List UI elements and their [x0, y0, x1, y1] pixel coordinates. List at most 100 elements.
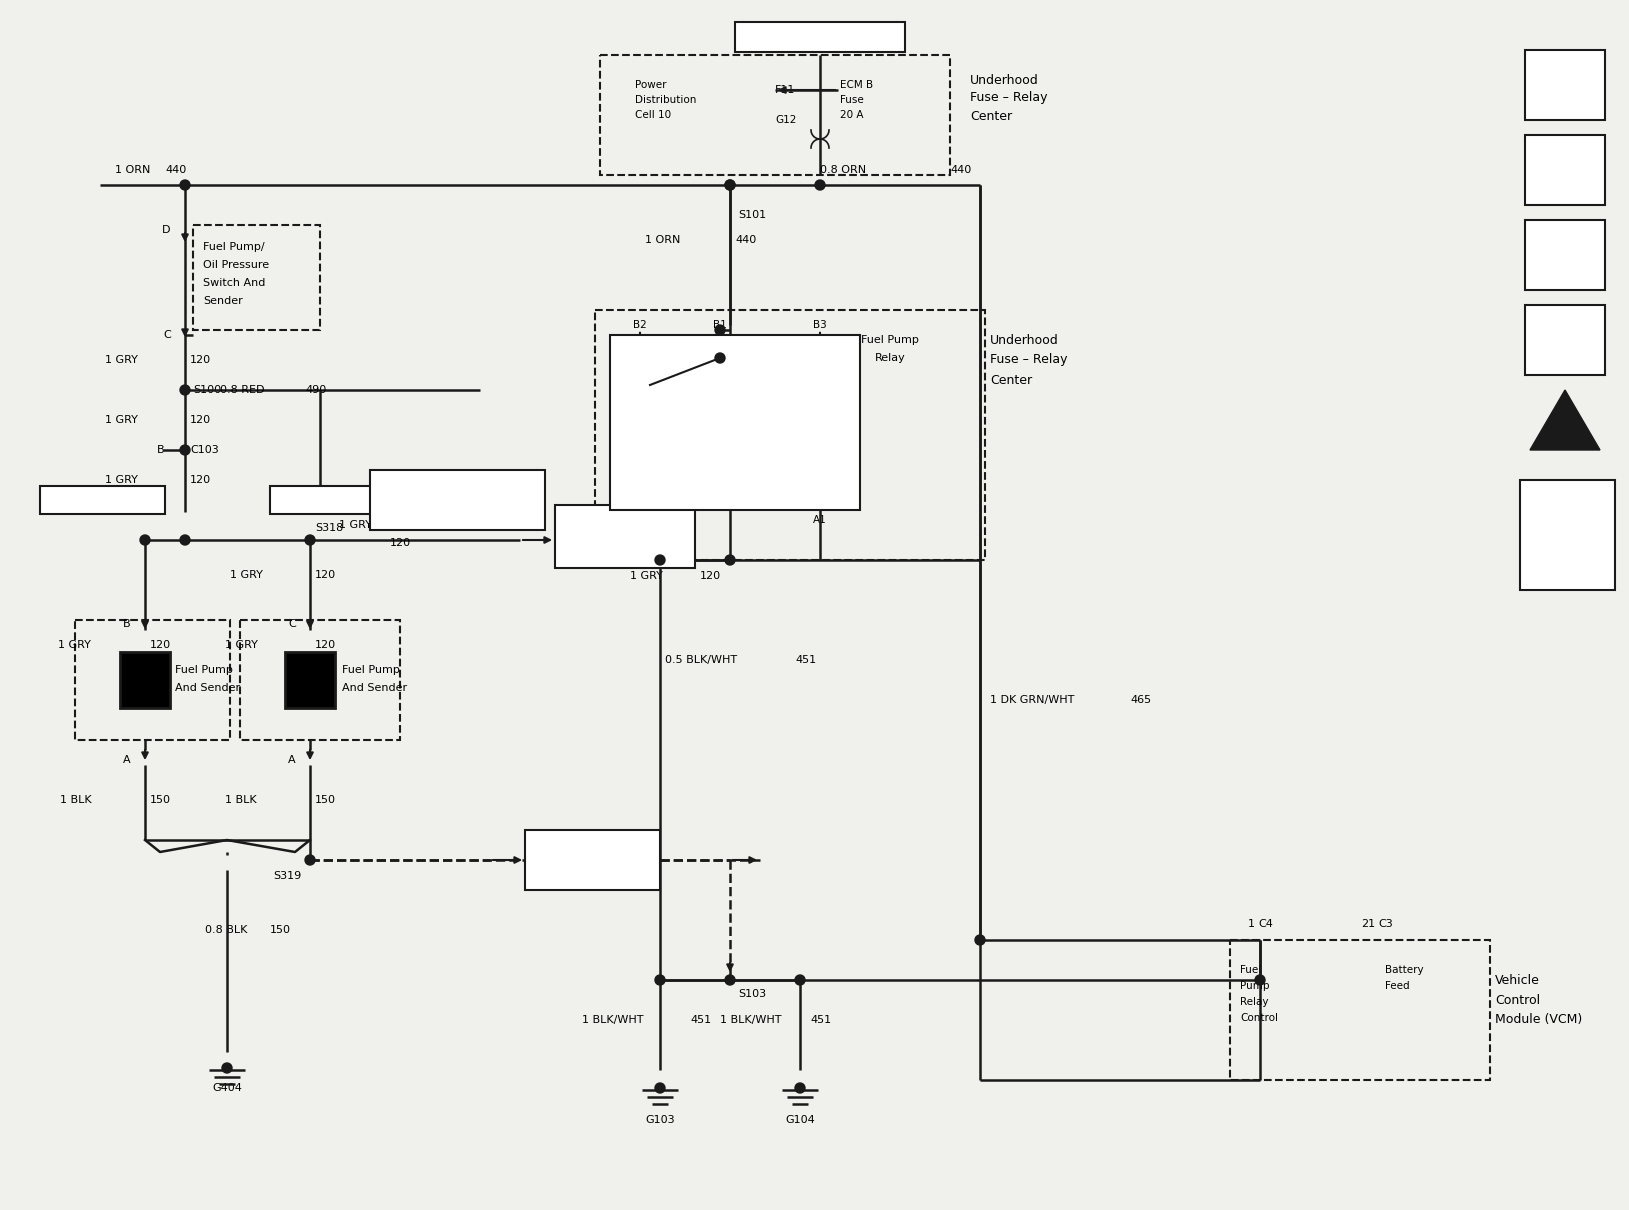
- Text: A: A: [124, 755, 130, 765]
- Circle shape: [305, 855, 314, 865]
- Circle shape: [725, 975, 735, 985]
- Circle shape: [222, 1064, 231, 1073]
- Text: OC: OC: [1535, 85, 1559, 99]
- Circle shape: [655, 555, 665, 565]
- Text: Fuse – Relay: Fuse – Relay: [990, 353, 1067, 367]
- Text: 1 ORN: 1 ORN: [116, 165, 150, 175]
- Circle shape: [725, 555, 735, 565]
- Text: 21: 21: [1360, 920, 1375, 929]
- Text: 1 GRY: 1 GRY: [104, 415, 138, 425]
- Text: B3: B3: [813, 319, 828, 330]
- Text: Feed: Feed: [1385, 981, 1409, 991]
- Text: S319: S319: [274, 871, 301, 881]
- Text: And Sender: And Sender: [342, 682, 407, 693]
- Bar: [270, 486, 380, 514]
- Bar: [609, 335, 860, 509]
- Circle shape: [976, 935, 986, 945]
- Text: Fuel Pump/: Fuel Pump/: [204, 242, 264, 252]
- Text: OBD II: OBD II: [1551, 427, 1580, 437]
- Text: C103: C103: [191, 445, 218, 455]
- Text: 120: 120: [150, 640, 171, 650]
- Text: Fuel Pump: Fuel Pump: [174, 666, 233, 675]
- Text: G12: G12: [775, 115, 797, 125]
- Text: 440: 440: [165, 165, 186, 175]
- Text: 87: 87: [715, 350, 728, 361]
- Text: 120: 120: [314, 570, 336, 580]
- Text: C5=BLK: C5=BLK: [1546, 574, 1588, 583]
- Text: Fuel: Fuel: [1240, 966, 1261, 975]
- Circle shape: [715, 353, 725, 363]
- Text: 1 GRY: 1 GRY: [339, 520, 371, 530]
- Text: Cell 81: Cell 81: [606, 551, 643, 560]
- Bar: [555, 505, 696, 567]
- Text: Center: Center: [969, 109, 1012, 122]
- Text: C: C: [163, 330, 171, 340]
- Text: 490: 490: [305, 385, 326, 394]
- Text: F11: F11: [775, 85, 795, 96]
- Text: Fuse: Fuse: [841, 96, 863, 105]
- Text: 1 BLK/WHT: 1 BLK/WHT: [582, 1015, 643, 1025]
- Circle shape: [715, 325, 725, 335]
- Text: 120: 120: [389, 538, 411, 548]
- Circle shape: [655, 1083, 665, 1093]
- Text: Pump: Pump: [1240, 981, 1269, 991]
- Text: 86: 86: [813, 490, 826, 500]
- Text: B: B: [124, 620, 130, 629]
- Circle shape: [795, 975, 805, 985]
- Text: 1 BLK: 1 BLK: [225, 795, 257, 805]
- Bar: [285, 652, 336, 708]
- Text: G104: G104: [785, 1114, 814, 1125]
- Text: C3: C3: [1378, 920, 1393, 929]
- Text: W/Dual Tanks: W/Dual Tanks: [290, 495, 360, 505]
- Polygon shape: [1530, 390, 1600, 450]
- Text: Distribution: Distribution: [635, 96, 696, 105]
- Circle shape: [179, 385, 191, 394]
- Text: 451: 451: [795, 655, 816, 666]
- Text: Relay: Relay: [1240, 997, 1269, 1007]
- Text: 1 DK GRN/WHT: 1 DK GRN/WHT: [990, 695, 1075, 705]
- Text: 1 BLK: 1 BLK: [60, 795, 91, 805]
- Text: Distribution: Distribution: [559, 857, 624, 868]
- Bar: [735, 22, 906, 52]
- Text: Fuel Pump: Fuel Pump: [596, 517, 653, 528]
- Text: 1 GRY: 1 GRY: [59, 640, 91, 650]
- Bar: [1520, 480, 1614, 590]
- Text: Battery: Battery: [1385, 966, 1424, 975]
- Text: Oil Pressure: Oil Pressure: [204, 260, 269, 270]
- Circle shape: [795, 1083, 805, 1093]
- Bar: [599, 54, 950, 175]
- Circle shape: [305, 535, 314, 545]
- Circle shape: [179, 445, 191, 455]
- Text: G103: G103: [645, 1114, 674, 1125]
- Bar: [1525, 220, 1605, 290]
- Text: 1 BLK/WHT: 1 BLK/WHT: [720, 1015, 782, 1025]
- Text: VCM: VCM: [1551, 491, 1582, 505]
- Bar: [239, 620, 401, 741]
- Text: D: D: [1533, 144, 1543, 156]
- Text: Sender: Sender: [204, 296, 243, 306]
- Text: 440: 440: [950, 165, 971, 175]
- Text: D: D: [161, 225, 169, 235]
- Text: 120: 120: [191, 476, 212, 485]
- Text: C4=BLK: C4=BLK: [1546, 557, 1588, 567]
- Text: W/O Dual Tanks: W/O Dual Tanks: [62, 495, 143, 505]
- Text: And Sender: And Sender: [174, 682, 239, 693]
- Text: 150: 150: [314, 795, 336, 805]
- Circle shape: [655, 975, 665, 985]
- Text: 20 A: 20 A: [841, 110, 863, 120]
- Text: 1 GRY: 1 GRY: [104, 355, 138, 365]
- Text: A3: A3: [653, 515, 666, 525]
- Text: 1 GRY: 1 GRY: [630, 571, 663, 581]
- Text: C2=RED: C2=RED: [1544, 525, 1590, 535]
- Text: 120: 120: [191, 415, 212, 425]
- Circle shape: [179, 180, 191, 190]
- Text: 1: 1: [1248, 920, 1254, 929]
- Text: Ground: Ground: [572, 841, 613, 851]
- Text: L: L: [1535, 59, 1543, 73]
- Text: 30: 30: [653, 490, 666, 500]
- Text: 451: 451: [810, 1015, 831, 1025]
- Text: 120: 120: [314, 640, 336, 650]
- Text: Fuel Pump: Fuel Pump: [342, 666, 399, 675]
- Text: C: C: [288, 620, 296, 629]
- Text: 0.8 RED: 0.8 RED: [220, 385, 264, 394]
